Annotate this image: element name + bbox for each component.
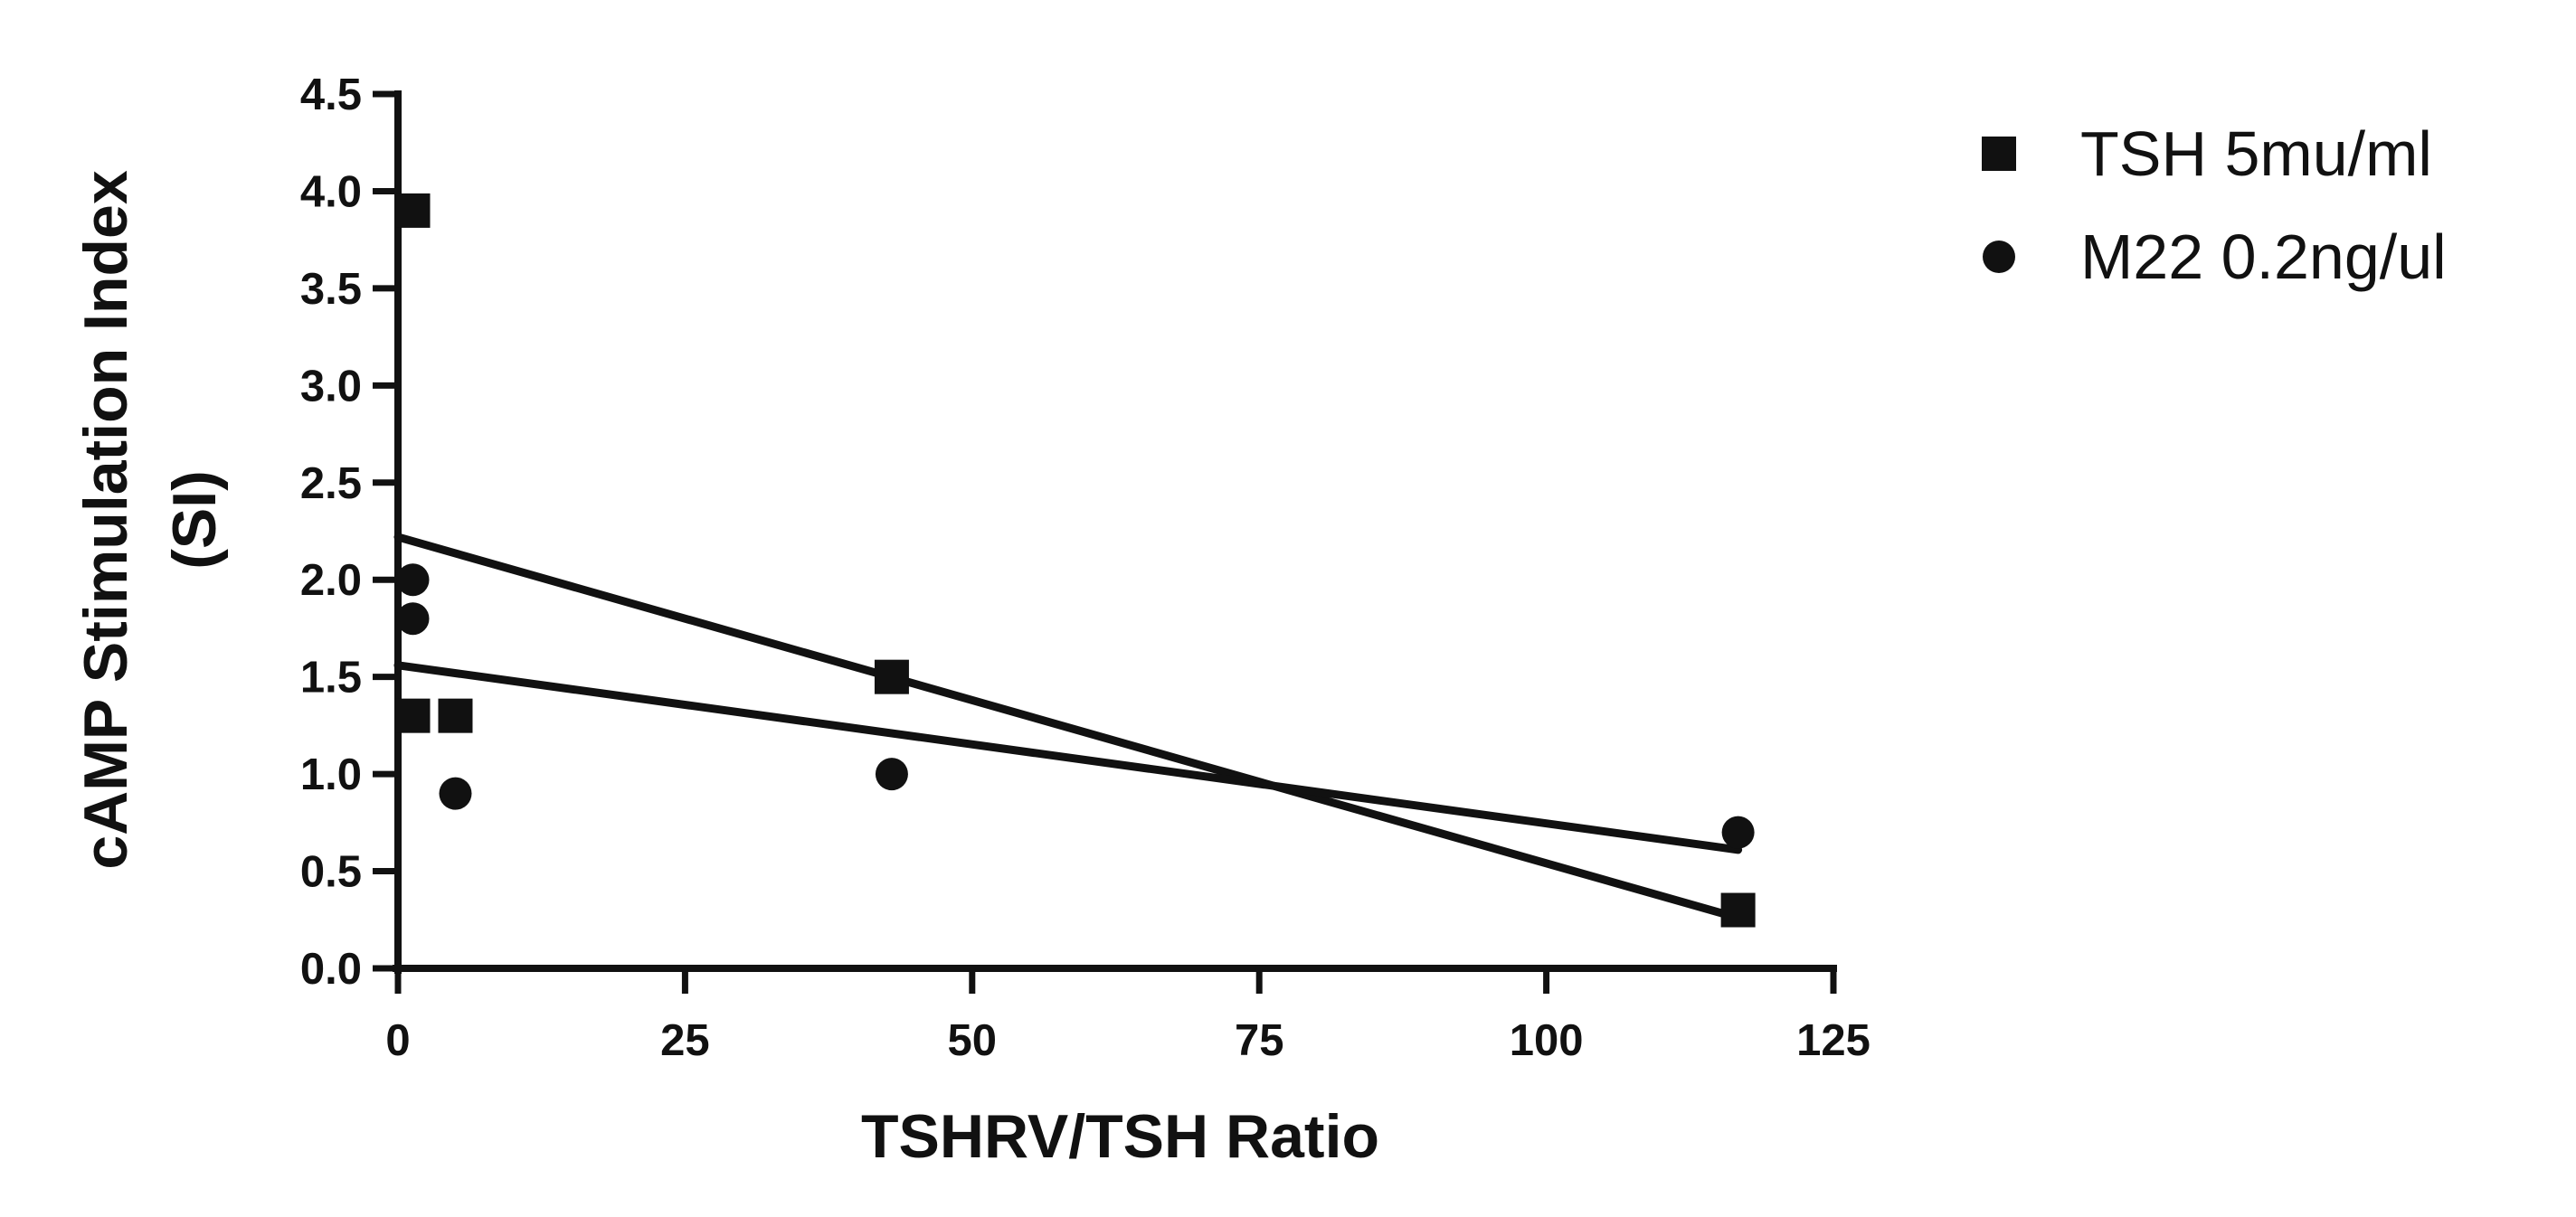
circle-point [875, 758, 908, 791]
y-tick-label: 4.5 [300, 71, 362, 119]
y-tick-label: 2.0 [300, 556, 362, 605]
x-tick-label: 0 [385, 1016, 410, 1065]
x-tick-label: 75 [1235, 1016, 1284, 1065]
y-tick-label: 1.0 [300, 750, 362, 799]
y-tick-label: 2.5 [300, 459, 362, 508]
y-tick-label: 1.5 [300, 654, 362, 703]
square-point [395, 193, 431, 228]
x-tick-label: 50 [948, 1016, 998, 1065]
x-tick-label: 100 [1510, 1016, 1584, 1065]
circle-point [1721, 816, 1755, 849]
legend-square-marker [1982, 137, 2016, 171]
fit-line [393, 661, 1743, 854]
plot-area: 0.0 0.5 1.0 1.5 2.0 2.5 3.0 3.5 4.0 4.5 0 25 50 75 100… [71, 71, 1870, 1171]
y-axis-title-unit: (SI) [160, 470, 229, 570]
y-axis-title: cAMP Stimulation Index [71, 170, 140, 869]
circle-point [396, 563, 430, 597]
square-point [395, 698, 431, 733]
circle-point [439, 777, 472, 810]
square-point [438, 698, 473, 733]
square-point [1720, 892, 1756, 928]
y-tick-label: 3.0 [300, 362, 362, 410]
legend-circle-marker [1983, 241, 2015, 273]
circle-point [396, 602, 430, 636]
y-tick-label: 4.0 [300, 167, 362, 216]
fit-line [393, 533, 1743, 922]
y-tick-label: 3.5 [300, 265, 362, 314]
y-tick-label: 0.0 [300, 945, 362, 994]
legend: TSH 5mu/ml M22 0.2ng/ul [1982, 118, 2447, 292]
x-tick-label: 25 [660, 1016, 710, 1065]
y-tick-label: 0.5 [300, 848, 362, 897]
square-point [874, 659, 909, 694]
legend-label: TSH 5mu/ml [2080, 118, 2432, 189]
x-axis-title: TSHRV/TSH Ratio [861, 1102, 1379, 1171]
x-tick-label: 125 [1796, 1016, 1870, 1065]
legend-label: M22 0.2ng/ul [2080, 222, 2447, 292]
